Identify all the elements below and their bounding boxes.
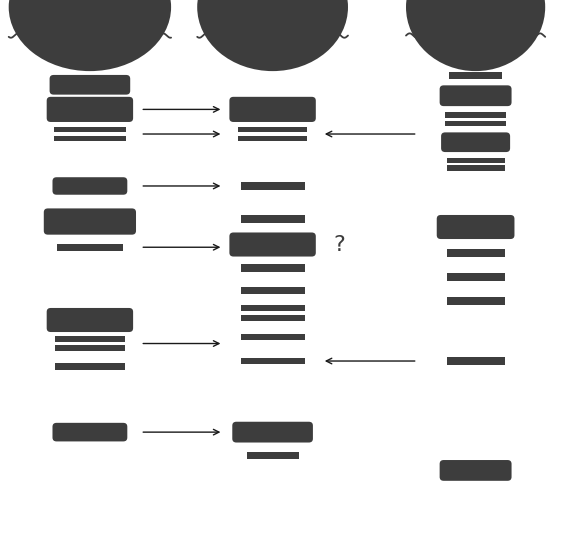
Bar xyxy=(241,182,304,190)
FancyBboxPatch shape xyxy=(440,460,512,481)
Bar xyxy=(447,273,505,281)
Bar xyxy=(450,72,502,79)
Bar xyxy=(57,244,124,251)
Bar xyxy=(447,249,505,257)
FancyBboxPatch shape xyxy=(46,97,133,122)
Bar xyxy=(241,264,304,272)
Bar xyxy=(241,358,304,364)
Ellipse shape xyxy=(406,0,545,71)
Ellipse shape xyxy=(9,0,171,71)
FancyBboxPatch shape xyxy=(229,232,316,257)
FancyBboxPatch shape xyxy=(52,423,128,441)
FancyBboxPatch shape xyxy=(49,75,130,95)
Bar xyxy=(55,336,125,342)
Bar xyxy=(246,452,299,459)
FancyBboxPatch shape xyxy=(440,85,512,106)
FancyBboxPatch shape xyxy=(232,422,313,443)
Bar xyxy=(55,363,125,370)
FancyBboxPatch shape xyxy=(437,215,514,239)
FancyBboxPatch shape xyxy=(229,97,316,122)
Ellipse shape xyxy=(197,0,348,71)
Bar xyxy=(241,334,304,340)
Bar xyxy=(241,287,304,294)
FancyBboxPatch shape xyxy=(44,208,136,235)
Bar xyxy=(445,121,506,126)
FancyBboxPatch shape xyxy=(52,177,128,195)
Bar xyxy=(55,345,125,351)
Bar xyxy=(447,165,505,171)
Bar xyxy=(238,127,307,132)
Bar xyxy=(241,215,304,223)
Bar xyxy=(447,357,505,365)
Bar xyxy=(447,297,505,305)
FancyBboxPatch shape xyxy=(46,308,133,332)
Bar xyxy=(241,305,304,311)
Bar xyxy=(447,158,505,163)
Bar xyxy=(241,315,304,321)
Bar xyxy=(53,127,126,132)
Bar xyxy=(53,136,126,141)
FancyBboxPatch shape xyxy=(441,132,510,152)
Bar xyxy=(445,112,506,118)
Text: ?: ? xyxy=(334,235,345,254)
Bar xyxy=(238,136,307,141)
